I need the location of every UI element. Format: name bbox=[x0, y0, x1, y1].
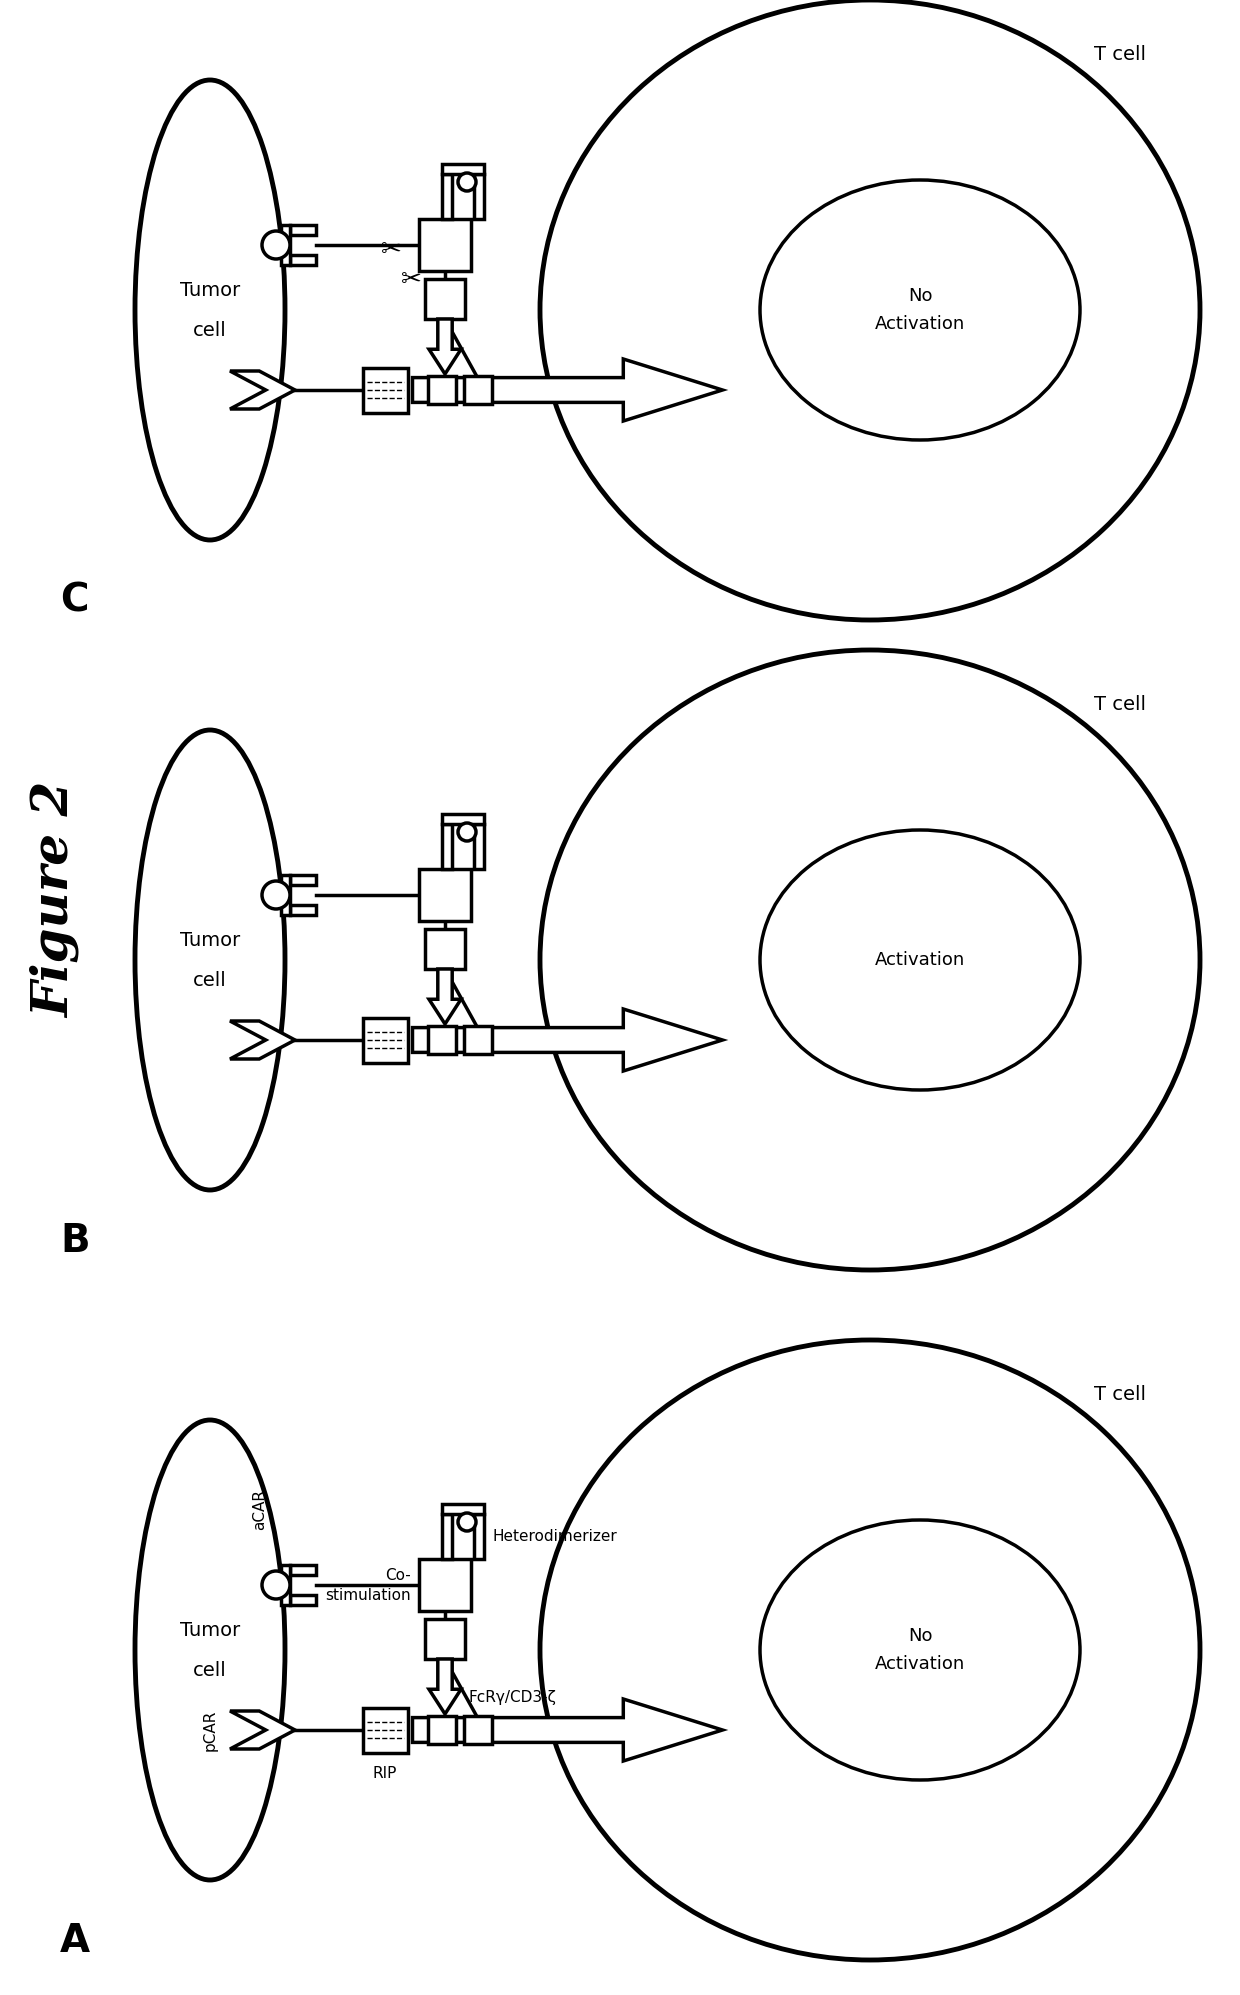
Text: C: C bbox=[60, 583, 88, 620]
Ellipse shape bbox=[760, 830, 1080, 1089]
Text: No: No bbox=[908, 1628, 932, 1646]
Text: cell: cell bbox=[193, 1660, 227, 1680]
Ellipse shape bbox=[262, 231, 290, 259]
Polygon shape bbox=[413, 1009, 723, 1071]
Ellipse shape bbox=[262, 882, 290, 910]
Polygon shape bbox=[429, 970, 461, 1023]
Polygon shape bbox=[464, 1025, 491, 1053]
Text: cell: cell bbox=[193, 321, 227, 339]
Text: Figure 2: Figure 2 bbox=[30, 782, 79, 1017]
Text: T cell: T cell bbox=[1094, 1385, 1146, 1404]
Text: Tumor: Tumor bbox=[180, 930, 241, 950]
Polygon shape bbox=[280, 225, 290, 265]
Polygon shape bbox=[428, 1716, 455, 1744]
Polygon shape bbox=[229, 371, 295, 409]
Ellipse shape bbox=[760, 1520, 1080, 1780]
Polygon shape bbox=[413, 359, 723, 421]
Polygon shape bbox=[441, 824, 453, 870]
Text: Heterodimerizer: Heterodimerizer bbox=[492, 1528, 616, 1544]
Ellipse shape bbox=[458, 174, 476, 192]
Text: Activation: Activation bbox=[875, 1656, 965, 1674]
Ellipse shape bbox=[135, 1420, 285, 1879]
Text: ✂: ✂ bbox=[401, 267, 422, 291]
Text: Activation: Activation bbox=[875, 315, 965, 333]
Text: RIP: RIP bbox=[373, 1766, 397, 1782]
Text: B: B bbox=[60, 1223, 89, 1261]
Text: cell: cell bbox=[193, 970, 227, 990]
Polygon shape bbox=[362, 1708, 408, 1752]
Text: ✂: ✂ bbox=[381, 237, 402, 261]
Polygon shape bbox=[229, 1021, 295, 1059]
Polygon shape bbox=[428, 375, 455, 405]
Polygon shape bbox=[474, 1514, 484, 1558]
Ellipse shape bbox=[135, 730, 285, 1189]
Text: FcRγ/CD3-ζ: FcRγ/CD3-ζ bbox=[469, 1690, 557, 1706]
Polygon shape bbox=[429, 1660, 461, 1714]
Ellipse shape bbox=[760, 180, 1080, 441]
Polygon shape bbox=[441, 1504, 484, 1514]
Polygon shape bbox=[362, 367, 408, 413]
Polygon shape bbox=[280, 1566, 290, 1604]
Text: No: No bbox=[908, 287, 932, 305]
Text: Tumor: Tumor bbox=[180, 1620, 241, 1640]
Polygon shape bbox=[429, 319, 461, 373]
Polygon shape bbox=[290, 1596, 316, 1604]
Polygon shape bbox=[425, 279, 465, 319]
Polygon shape bbox=[419, 219, 471, 271]
Polygon shape bbox=[441, 164, 484, 174]
Ellipse shape bbox=[539, 1341, 1200, 1959]
Ellipse shape bbox=[539, 0, 1200, 620]
Ellipse shape bbox=[262, 1570, 290, 1600]
Polygon shape bbox=[290, 1566, 316, 1574]
Polygon shape bbox=[229, 1712, 295, 1750]
Ellipse shape bbox=[458, 1512, 476, 1530]
Polygon shape bbox=[425, 930, 465, 970]
Text: pCAR: pCAR bbox=[202, 1710, 217, 1752]
Text: stimulation: stimulation bbox=[325, 1588, 410, 1602]
Polygon shape bbox=[441, 1514, 453, 1558]
Text: Activation: Activation bbox=[875, 952, 965, 970]
Ellipse shape bbox=[135, 80, 285, 541]
Polygon shape bbox=[441, 174, 453, 219]
Polygon shape bbox=[419, 870, 471, 922]
Ellipse shape bbox=[458, 824, 476, 842]
Polygon shape bbox=[428, 1025, 455, 1053]
Polygon shape bbox=[425, 1620, 465, 1660]
Polygon shape bbox=[413, 1700, 723, 1762]
Text: Co-: Co- bbox=[386, 1568, 410, 1582]
Text: T cell: T cell bbox=[1094, 696, 1146, 714]
Polygon shape bbox=[362, 1017, 408, 1063]
Polygon shape bbox=[290, 906, 316, 916]
Polygon shape bbox=[419, 1558, 471, 1612]
Polygon shape bbox=[290, 255, 316, 265]
Text: A: A bbox=[60, 1921, 91, 1959]
Polygon shape bbox=[464, 375, 491, 405]
Text: T cell: T cell bbox=[1094, 46, 1146, 64]
Polygon shape bbox=[474, 824, 484, 870]
Polygon shape bbox=[290, 876, 316, 884]
Polygon shape bbox=[474, 174, 484, 219]
Polygon shape bbox=[464, 1716, 491, 1744]
Polygon shape bbox=[290, 225, 316, 235]
Text: aCAR: aCAR bbox=[253, 1490, 268, 1530]
Text: Tumor: Tumor bbox=[180, 281, 241, 299]
Polygon shape bbox=[441, 814, 484, 824]
Polygon shape bbox=[280, 876, 290, 916]
Ellipse shape bbox=[539, 650, 1200, 1271]
